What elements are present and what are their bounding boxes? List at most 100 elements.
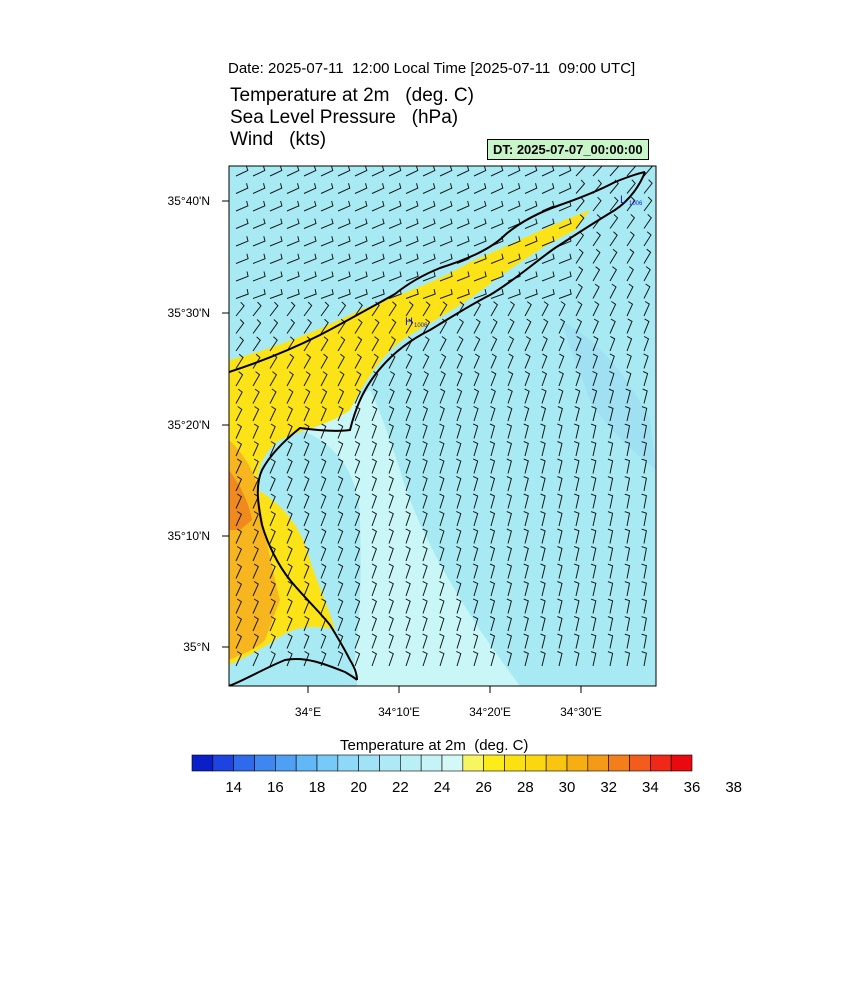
wind-barb [507,370,514,387]
wind-barb [235,166,249,177]
wind-barb [235,319,245,334]
wind-barb [371,166,385,177]
wind-barb [337,650,344,667]
colorbar-swatch [441,754,464,772]
wind-barb [320,200,334,212]
wind-barb [489,651,496,667]
wind-barb [286,493,293,509]
wind-barb [422,493,428,509]
colorbar-tick-label: 20 [350,779,367,796]
wind-barb [641,616,647,632]
wind-barb [439,580,445,597]
wind-barb [540,493,546,509]
wind-barb [252,353,261,369]
wind-barb [626,248,635,264]
wind-barb [641,406,648,422]
wind-barb [523,528,529,544]
colorbar-swatch [629,754,651,772]
wind-barb [472,650,479,667]
wind-barb [439,615,445,632]
wind-barb [590,581,597,597]
colorbar-swatch [587,754,609,772]
wind-barb [506,493,512,509]
wind-barb [641,441,647,457]
wind-barb [439,200,453,212]
wind-barb [303,218,317,229]
wind-barb [472,633,479,649]
wind-barb [557,458,563,474]
wind-barb [540,511,546,527]
wind-barb [388,183,402,194]
wind-barb [625,370,632,387]
wind-barb [303,200,317,212]
wind-barb [507,405,513,422]
wind-barb [574,598,580,614]
wind-barb [607,458,614,474]
wind-barb [252,319,262,334]
wind-barb [252,288,266,299]
wind-barb [607,651,614,667]
wind-barb [489,528,496,544]
wind-barb [574,633,580,649]
wind-barb [371,318,380,334]
wind-barb [422,510,428,527]
wind-barb [439,633,445,649]
wind-barb [269,319,279,334]
wind-barb [337,388,345,404]
wind-barb [371,405,378,422]
wind-barb [354,633,361,649]
wind-barb [371,545,378,562]
wind-barb [388,200,402,212]
wind-barb [303,406,310,422]
wind-barb [490,288,504,299]
wind-barb [456,405,462,422]
wind-barb [405,650,411,667]
wind-barb [541,388,547,404]
wind-barb [608,406,614,422]
wind-barb [541,200,555,212]
wind-barb [592,353,599,369]
wind-barb [607,546,614,562]
wind-barb [354,388,362,404]
wind-barb [489,423,496,439]
wind-barb [354,493,361,509]
lon-tick-label: 34°10'E [378,705,420,719]
wind-barb [320,336,329,352]
wind-barb [558,288,572,299]
wind-barb [439,388,446,404]
wind-barb [286,166,300,177]
wind-barb [506,528,512,544]
wind-barb [388,493,394,509]
wind-barb [354,200,368,212]
wind-barb [269,458,276,474]
wind-barb [489,493,496,509]
wind-barb [320,183,334,194]
wind-barb [354,166,368,177]
wind-barb [337,271,351,282]
wind-barb [489,511,496,527]
wind-barb [252,166,266,177]
wind-barb [422,545,428,562]
wind-barb [388,371,396,387]
wind-barb [371,218,385,229]
wind-barb [490,405,496,422]
wind-barb [371,615,378,632]
wind-barb [541,253,555,264]
wind-barb [473,271,487,282]
wind-barb [405,598,411,614]
wind-barb [354,545,361,562]
wind-barb [405,288,419,299]
colorbar-swatch [191,754,214,772]
wind-barb [337,236,351,247]
wind-barb [269,546,276,562]
wind-barb [286,288,300,299]
wind-barb [252,183,266,194]
wind-barb [590,651,597,667]
wind-barb [607,476,614,492]
wind-barb [473,318,481,334]
wind-barb [320,253,334,264]
wind-barb [269,288,283,299]
wind-barb [371,200,385,212]
wind-barb [523,616,529,632]
wind-barb [642,371,649,387]
